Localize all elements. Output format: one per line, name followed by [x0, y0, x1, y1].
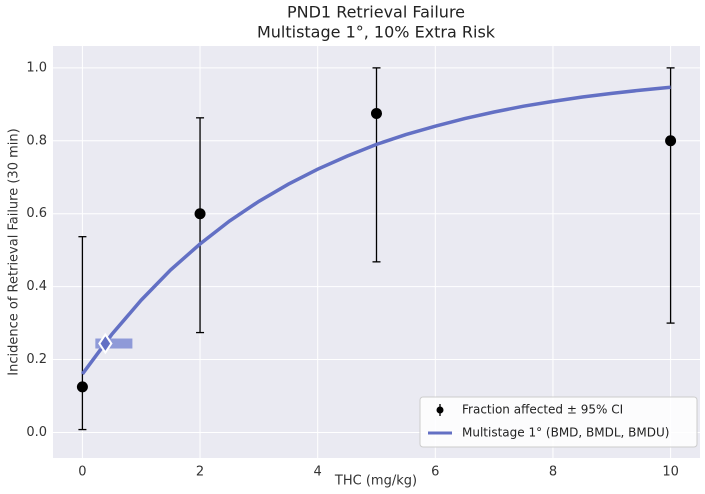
x-tick-label: 6: [431, 465, 439, 480]
bmd-marker: [98, 332, 113, 355]
y-tick-label: 0.4: [26, 279, 47, 294]
data-point: [76, 381, 88, 393]
bmd-interval: [95, 338, 133, 349]
legend-label: Multistage 1° (BMD, BMDL, BMDU): [462, 426, 669, 440]
fit-curve: [80, 85, 671, 376]
y-tick-label: 0.0: [26, 425, 47, 440]
data-point: [371, 107, 382, 119]
chart-title: PND1 Retrieval Failure: [287, 3, 465, 22]
legend-key: [436, 406, 444, 414]
y-axis-label: Incidence of Retrieval Failure (30 min): [7, 128, 22, 375]
y-tick-label: 0.2: [26, 352, 47, 367]
x-tick-label: 0: [78, 465, 86, 480]
chart-subtitle: Multistage 1°, 10% Extra Risk: [257, 23, 496, 42]
y-tick-label: 0.6: [26, 206, 47, 221]
x-tick-label: 8: [549, 465, 557, 480]
data-point: [194, 208, 206, 220]
x-tick-label: 4: [314, 465, 322, 480]
x-tick-label: 10: [662, 465, 679, 480]
data-point: [665, 135, 677, 147]
y-tick-label: 0.8: [26, 133, 47, 148]
legend-label: Fraction affected ± 95% CI: [462, 403, 623, 417]
legend-box: [419, 396, 698, 448]
x-axis-label: THC (mg/kg): [334, 474, 417, 489]
y-tick-label: 1.0: [26, 60, 47, 75]
x-tick-label: 2: [196, 465, 204, 480]
legend: Fraction affected ± 95% CI Multistage 1° …: [419, 396, 698, 448]
